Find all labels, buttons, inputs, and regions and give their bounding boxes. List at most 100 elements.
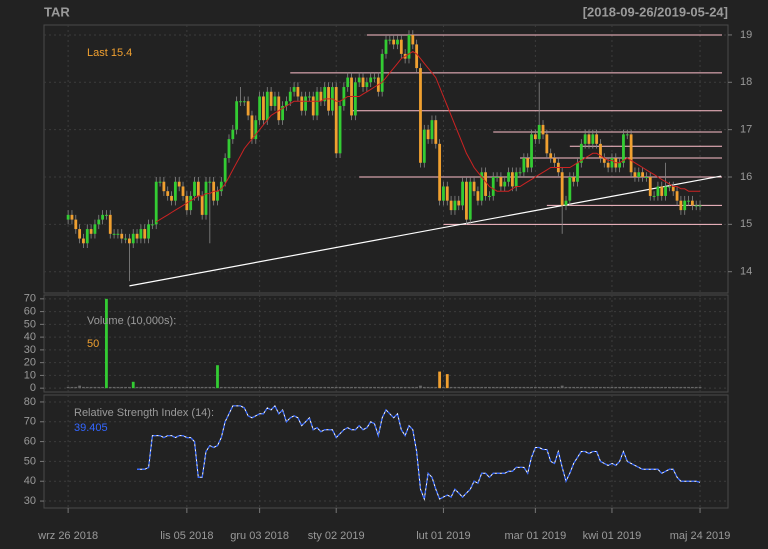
y-tick-label: 16 — [740, 171, 752, 183]
candle-body — [518, 172, 522, 174]
candle-body — [587, 134, 591, 144]
volume-bar — [480, 386, 484, 389]
volume-bar — [637, 386, 641, 389]
candle-body — [139, 229, 143, 239]
volume-bar — [231, 386, 235, 389]
volume-bar — [468, 386, 472, 389]
volume-bar — [599, 386, 602, 389]
volume-bar — [510, 386, 514, 389]
volume-bar — [369, 386, 373, 389]
volume-bar — [300, 386, 304, 389]
candle-body — [150, 224, 154, 226]
candle-body — [120, 233, 124, 239]
candle-body — [553, 158, 556, 163]
volume-bar — [143, 386, 147, 389]
volume-bar — [399, 386, 403, 389]
volume-bar — [652, 386, 656, 389]
volume-bar — [265, 386, 269, 389]
volume-bar — [622, 386, 625, 389]
volume-bar — [334, 386, 338, 389]
volume-bar — [250, 386, 254, 389]
volume-bar — [285, 386, 288, 389]
volume-bar — [625, 386, 629, 389]
volume-bar — [484, 386, 487, 389]
y-tick-label: 14 — [740, 266, 752, 278]
candle-body — [495, 176, 499, 178]
candle-body — [411, 34, 415, 45]
candle-body — [461, 181, 464, 206]
candle-body — [602, 158, 606, 163]
volume-bar — [679, 386, 683, 389]
candle-body — [488, 195, 491, 197]
volume-bar — [660, 386, 664, 389]
candle-body — [365, 82, 369, 88]
volume-bar — [545, 386, 549, 389]
candle-body — [656, 186, 660, 196]
volume-bar — [687, 386, 690, 389]
volume-bar — [262, 386, 265, 389]
chart-title: TAR — [44, 4, 70, 19]
candle-body — [319, 91, 323, 102]
volume-bar — [128, 386, 131, 389]
volume-bar — [116, 386, 120, 389]
volume-bar — [553, 386, 556, 389]
volume-bar — [549, 386, 553, 389]
candle-body — [503, 181, 507, 187]
volume-bar — [503, 386, 507, 389]
volume-bar — [442, 386, 445, 389]
candle-body — [338, 105, 342, 154]
candle-body — [315, 91, 319, 116]
volume-bar — [491, 386, 495, 389]
candle-body — [101, 214, 104, 220]
y-tick-label: 30 — [24, 344, 36, 356]
candle-body — [637, 172, 641, 177]
x-tick-label: maj 24 2019 — [670, 530, 731, 542]
volume-bar — [671, 386, 675, 389]
candle-body — [671, 186, 675, 192]
candle-body — [690, 200, 694, 206]
volume-bar — [641, 386, 644, 389]
volume-bar — [105, 298, 108, 389]
candle-body — [196, 181, 200, 196]
candle-body — [564, 200, 568, 206]
candle-body — [353, 82, 357, 116]
volume-bar — [273, 386, 277, 389]
candle-body — [292, 87, 296, 92]
candle-body — [449, 200, 453, 211]
volume-bar — [583, 386, 587, 389]
volume-bar — [396, 386, 399, 389]
candle-body — [162, 181, 166, 192]
candle-body — [679, 200, 683, 211]
volume-bar — [698, 386, 702, 389]
candle-body — [357, 77, 361, 83]
candle-body — [526, 158, 530, 168]
candle-body — [227, 139, 231, 159]
volume-bar — [281, 386, 284, 389]
candle-body — [254, 120, 258, 140]
volume-bar — [66, 386, 70, 389]
candle-body — [296, 87, 300, 97]
candle-body — [568, 176, 572, 201]
volume-bar — [319, 386, 323, 389]
candle-body — [664, 186, 667, 196]
candle-body — [629, 134, 633, 173]
candle-body — [308, 96, 311, 98]
y-tick-label: 50 — [24, 455, 36, 467]
y-tick-label: 15 — [740, 218, 752, 230]
candle-body — [407, 34, 411, 59]
volume-bar — [488, 386, 491, 389]
volume-bar — [407, 386, 411, 389]
y-tick-label: 70 — [24, 293, 36, 305]
candle-body — [262, 96, 265, 121]
candle-body — [652, 195, 656, 197]
volume-bar — [154, 386, 158, 389]
candle-body — [239, 101, 242, 103]
volume-bar — [415, 386, 419, 389]
candle-body — [392, 39, 396, 45]
candle-body — [426, 129, 430, 140]
candle-body — [323, 87, 327, 102]
candle-body — [610, 158, 614, 168]
candle-body — [618, 162, 622, 168]
candle-body — [384, 39, 388, 54]
candle-body — [472, 181, 476, 192]
